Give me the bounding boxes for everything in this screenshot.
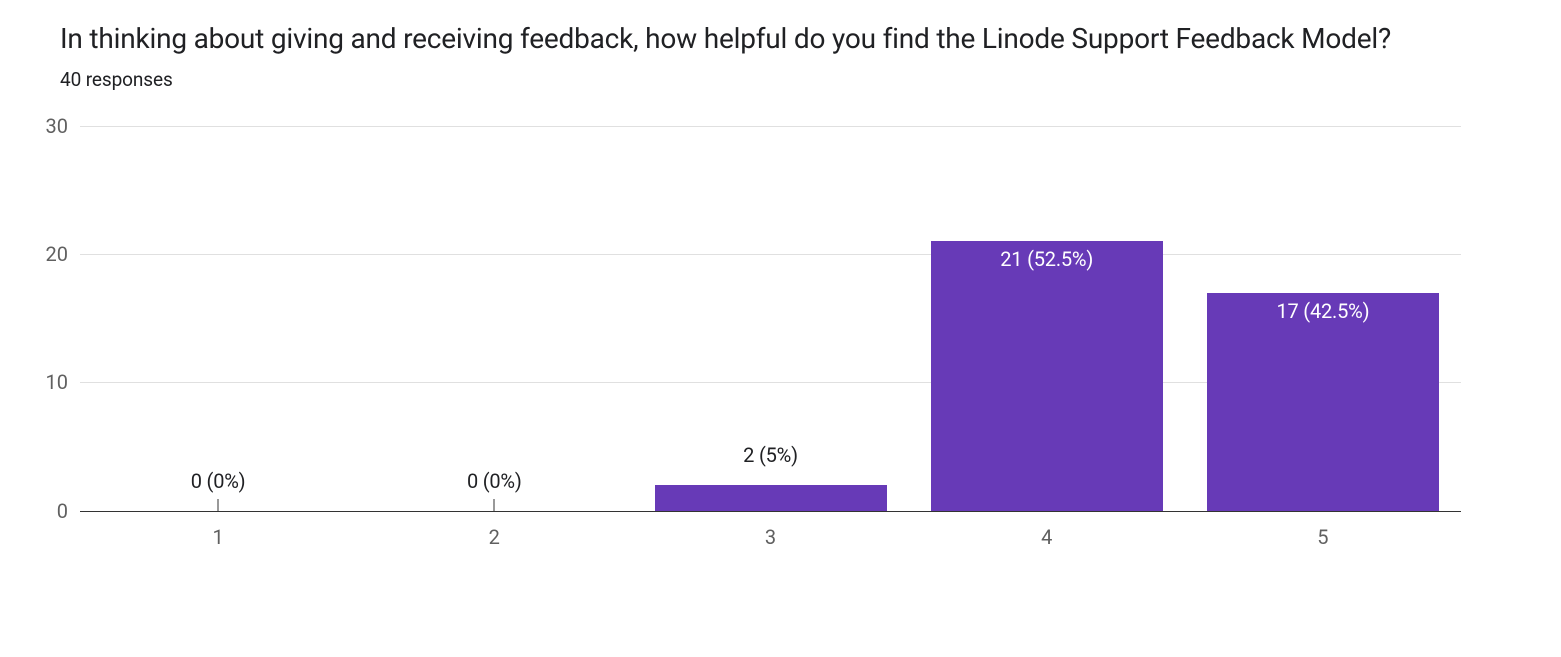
bar-value-label: 2 (5%) — [743, 443, 798, 467]
bar: 0 (0%) — [102, 126, 334, 511]
bar-zero-tick — [218, 499, 219, 511]
x-tick-label: 4 — [1041, 511, 1052, 549]
x-tick-label: 5 — [1317, 511, 1328, 549]
bar-value-label: 0 (0%) — [191, 469, 246, 493]
bar: 21 (52.5%) — [931, 126, 1163, 511]
bar: 2 (5%) — [655, 126, 887, 511]
y-tick-label: 20 — [46, 242, 80, 266]
chart-container: In thinking about giving and receiving f… — [0, 0, 1561, 657]
y-tick-label: 10 — [46, 370, 80, 394]
bar-slot: 2 (5%)3 — [632, 126, 908, 511]
bar-slot: 17 (42.5%)5 — [1185, 126, 1461, 511]
bar-value-label: 0 (0%) — [467, 469, 522, 493]
bar-zero-tick — [494, 499, 495, 511]
bar-slot: 21 (52.5%)4 — [909, 126, 1185, 511]
chart-title: In thinking about giving and receiving f… — [60, 20, 1501, 58]
x-tick-label: 3 — [765, 511, 776, 549]
response-count: 40 responses — [60, 68, 1501, 91]
bar-slot: 0 (0%)2 — [356, 126, 632, 511]
y-tick-label: 0 — [57, 499, 80, 523]
bars-group: 0 (0%)10 (0%)22 (5%)321 (52.5%)417 (42.5… — [80, 126, 1461, 511]
bar-fill — [931, 241, 1163, 511]
bar-value-label: 17 (42.5%) — [1276, 299, 1369, 323]
bar: 17 (42.5%) — [1207, 126, 1439, 511]
plot-region: 01020300 (0%)10 (0%)22 (5%)321 (52.5%)41… — [80, 126, 1461, 511]
bar-fill — [1207, 293, 1439, 511]
x-tick-label: 2 — [489, 511, 500, 549]
x-tick-label: 1 — [212, 511, 223, 549]
bar-value-label: 21 (52.5%) — [1000, 247, 1093, 271]
bar-slot: 0 (0%)1 — [80, 126, 356, 511]
y-tick-label: 30 — [46, 114, 80, 138]
chart-area: 01020300 (0%)10 (0%)22 (5%)321 (52.5%)41… — [20, 121, 1501, 551]
bar: 0 (0%) — [378, 126, 610, 511]
bar-fill — [655, 485, 887, 511]
